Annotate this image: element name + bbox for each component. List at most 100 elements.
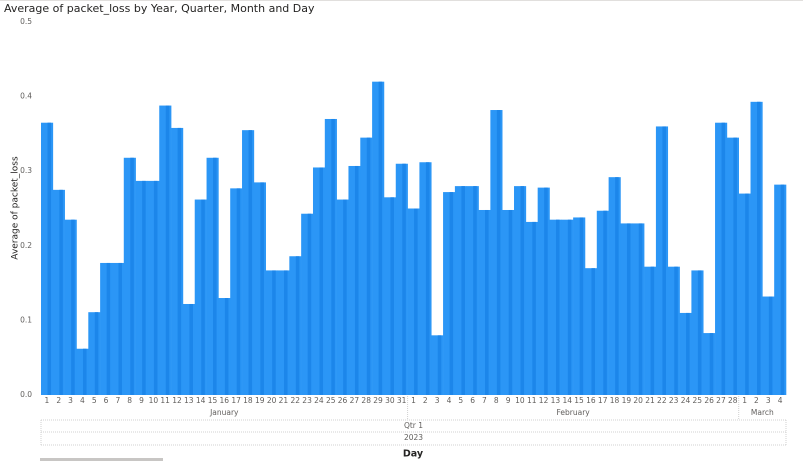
x-tick-label: 24 <box>681 396 691 405</box>
bar-stripe <box>508 209 513 395</box>
bar-stripe <box>71 219 75 395</box>
bar-stripe <box>213 157 217 395</box>
bar <box>419 162 432 395</box>
x-tick-label: 27 <box>716 396 726 405</box>
x-tick-label: 4 <box>778 396 783 405</box>
bar-stripe <box>248 130 253 396</box>
bar <box>52 189 65 395</box>
month-label: February <box>557 408 591 417</box>
bar <box>159 105 172 395</box>
bar <box>324 118 337 395</box>
bar-stripe <box>201 199 205 395</box>
quarter-label: Qtr 1 <box>404 421 423 430</box>
bar <box>620 223 633 395</box>
bar-stripe <box>768 296 773 395</box>
x-tick-label: 13 <box>551 396 561 405</box>
bar-stripe <box>473 186 477 395</box>
bar-stripe <box>745 193 749 395</box>
bar <box>242 130 255 396</box>
bar <box>41 122 54 396</box>
x-tick-label: 12 <box>172 396 182 405</box>
bar <box>703 333 716 395</box>
x-tick-label: 2 <box>56 396 61 405</box>
bar <box>715 122 728 396</box>
bar-stripe <box>366 137 371 395</box>
month-label: March <box>751 408 774 417</box>
x-tick-label: 22 <box>290 396 300 405</box>
y-tick-label: 0.5 <box>20 17 32 26</box>
bar-stripe <box>626 223 631 395</box>
bar <box>502 209 515 395</box>
bar-stripe <box>603 210 607 395</box>
bar-stripe <box>284 270 288 395</box>
bar <box>726 137 739 395</box>
y-axis-title: Average of packet_loss <box>11 156 21 260</box>
bar-stripe <box>437 335 442 395</box>
bar-stripe <box>82 348 87 395</box>
bar <box>691 270 704 395</box>
bar <box>608 177 621 395</box>
bar <box>407 208 420 395</box>
x-tick-label: 23 <box>302 396 312 405</box>
bar <box>383 197 397 395</box>
bar-stripe <box>106 262 111 395</box>
bar-stripe <box>544 187 548 395</box>
bar <box>466 186 479 395</box>
bar-stripe <box>295 256 300 395</box>
bar-stripe <box>709 333 714 395</box>
x-tick-label: 6 <box>104 396 109 405</box>
bar-stripe <box>331 118 335 395</box>
bar <box>360 137 373 395</box>
x-tick-label: 25 <box>693 396 703 405</box>
bar-stripe <box>674 266 678 395</box>
x-tick-label: 9 <box>506 396 511 405</box>
x-tick-label: 25 <box>326 396 336 405</box>
x-tick-label: 15 <box>208 396 218 405</box>
bar <box>573 217 586 395</box>
bar <box>667 266 680 395</box>
x-tick-label: 20 <box>633 396 643 405</box>
bar-stripe <box>721 122 726 396</box>
x-tick-label: 2 <box>754 396 759 405</box>
bar-stripe <box>615 177 619 395</box>
chart-title: Average of packet_loss by Year, Quarter,… <box>4 2 315 15</box>
bar <box>750 101 763 396</box>
bar-stripe <box>733 137 737 395</box>
bar-stripe <box>757 101 761 396</box>
x-tick-label: 14 <box>562 396 572 405</box>
bar-stripe <box>591 268 596 395</box>
bar <box>301 213 314 395</box>
x-tick-label: 10 <box>149 396 159 405</box>
bar <box>88 312 101 395</box>
x-axis-title: Day <box>403 449 424 460</box>
bar <box>277 270 290 395</box>
x-tick-label: 6 <box>470 396 475 405</box>
x-tick-label: 7 <box>115 396 120 405</box>
bar <box>147 180 160 395</box>
x-tick-label: 16 <box>220 396 230 405</box>
y-tick-label: 0.2 <box>20 241 32 250</box>
bar-stripe <box>130 157 134 395</box>
bar-stripe <box>272 270 276 395</box>
year-label: 2023 <box>404 433 423 442</box>
bar <box>632 223 645 395</box>
bar-stripe <box>567 219 572 395</box>
bar-stripe <box>47 122 52 396</box>
bar <box>584 268 598 395</box>
scrollbar[interactable] <box>40 458 163 461</box>
x-tick-label: 5 <box>92 396 97 405</box>
bar-stripe <box>165 105 170 395</box>
bar-stripe <box>307 213 312 395</box>
month-label: January <box>209 408 239 417</box>
x-tick-label: 23 <box>669 396 679 405</box>
bar-stripe <box>177 127 182 395</box>
bar-stripe <box>461 186 465 395</box>
x-tick-label: 12 <box>539 396 549 405</box>
bar <box>443 192 456 395</box>
bar <box>774 184 787 395</box>
bar <box>679 312 692 395</box>
x-tick-label: 3 <box>435 396 440 405</box>
bar <box>395 163 408 395</box>
y-tick-label: 0.0 <box>20 390 32 399</box>
bar <box>171 127 184 395</box>
